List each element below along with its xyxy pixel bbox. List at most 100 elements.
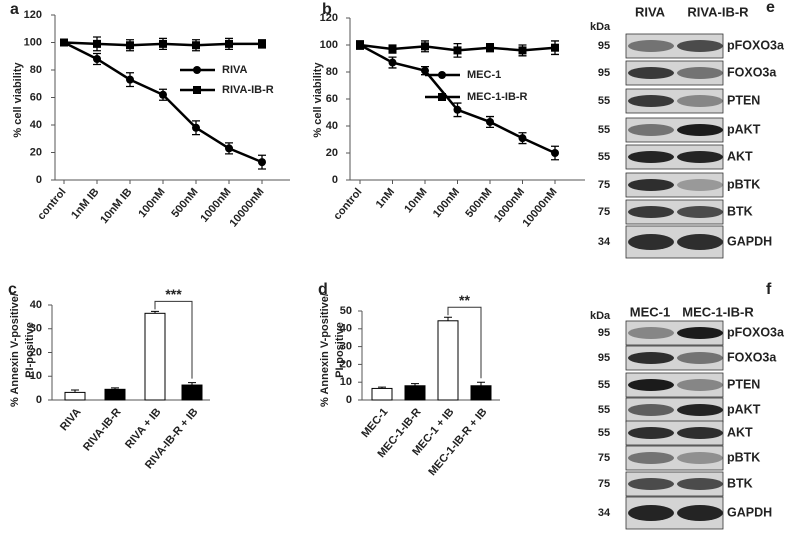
point [486,43,494,52]
y-tick-label: 40 [340,323,352,335]
y-tick-label: 20 [30,146,42,158]
y-axis-label: PI-positive [24,322,36,378]
y-tick-label: 20 [326,147,338,159]
x-tick-label: 10000nM [227,186,266,229]
error-bar [411,383,419,386]
y-tick-label: 0 [36,174,42,186]
y-tick-label: 10 [30,370,42,382]
blot-protein: pAKT [727,122,761,136]
y-tick-label: 60 [30,91,42,103]
bar [470,385,492,401]
x-tick-label: RIVA + IB [123,406,163,451]
bar [144,312,166,401]
bar [104,388,126,401]
blot-band [628,151,674,163]
panel-label: e [766,0,775,16]
x-tick-label: RIVA [58,406,84,433]
blot-marker: 75 [598,206,610,218]
y-tick-label: 40 [30,119,42,131]
bar [437,320,459,401]
blot-band [677,234,723,250]
point [60,38,68,47]
y-tick-label: 0 [346,394,352,406]
blot-marker: 95 [598,67,610,79]
blot-band [628,67,674,79]
error-bar [444,316,452,321]
blot-band [677,505,723,521]
point [421,66,429,75]
blot-marker: 95 [598,40,610,52]
point [388,45,397,54]
blot-band [677,352,723,364]
point [225,39,233,48]
legend-marker [438,71,446,79]
y-tick-label: 30 [340,341,352,353]
x-tick-label: RIVA-IB-R [81,406,123,453]
blot-marker: 34 [598,236,611,248]
x-tick-label: 500nM [169,186,200,220]
panel-label: f [766,281,772,298]
y-tick-label: 20 [30,346,42,358]
blot-protein: BTK [727,476,753,490]
blot-band [628,179,674,191]
blot-marker: 55 [598,151,610,163]
y-tick-label: 100 [320,39,338,51]
blot-protein: FOXO3a [727,350,777,364]
legend-label: RIVA [222,64,248,76]
blot-protein: pFOXO3a [727,325,785,339]
x-tick-label: control [35,186,68,222]
legend-label: RIVA-IB-R [222,84,274,96]
blot-band [628,124,674,136]
y-tick-label: 40 [326,120,338,132]
x-tick-label: 100nM [136,186,167,220]
blot-protein: PTEN [727,377,760,391]
blot-band [677,179,723,191]
blot-marker: 55 [598,427,610,439]
blot-protein: PTEN [727,93,760,107]
blot-band [677,404,723,416]
significance-bracket [154,300,193,379]
bar [181,384,203,401]
blot-protein: AKT [727,425,753,439]
point [126,41,134,50]
legend-marker [193,86,201,94]
y-tick-label: 80 [326,66,338,78]
x-tick-label: MEC-1 [359,406,390,440]
point [356,41,364,49]
x-tick-label: 10000nM [520,186,559,229]
y-tick-label: 30 [30,323,42,335]
x-tick-label: control [331,186,364,222]
point [551,149,559,157]
blot-protein: GAPDH [727,234,772,248]
blot-band [677,427,723,439]
blot-band [677,452,723,464]
blot-column: RIVA [635,4,666,19]
blot-protein: BTK [727,204,753,218]
blot-band [628,452,674,464]
blot-band [628,427,674,439]
blot-marker: 75 [598,452,610,464]
blot-band [677,95,723,107]
significance-label: ** [459,292,470,308]
panel-label: b [322,1,332,18]
blot-unit: kDa [590,310,611,322]
blot-protein: pFOXO3a [727,38,785,52]
blot-marker: 55 [598,404,610,416]
point [258,39,266,48]
legend-label: MEC-1 [467,69,501,81]
bar [371,387,393,401]
point [192,123,200,132]
blot-band [677,151,723,163]
point [388,58,397,67]
point [453,105,462,114]
blot-marker: 95 [598,327,610,339]
blot-protein: AKT [727,149,753,163]
blot-band [628,327,674,339]
blot-band [628,206,674,218]
x-tick-label: 10nM IB [98,186,134,226]
blot-marker: 34 [598,507,611,519]
blot-band [677,206,723,218]
point [421,42,429,51]
y-tick-label: 0 [332,174,338,186]
y-tick-label: 60 [326,93,338,105]
